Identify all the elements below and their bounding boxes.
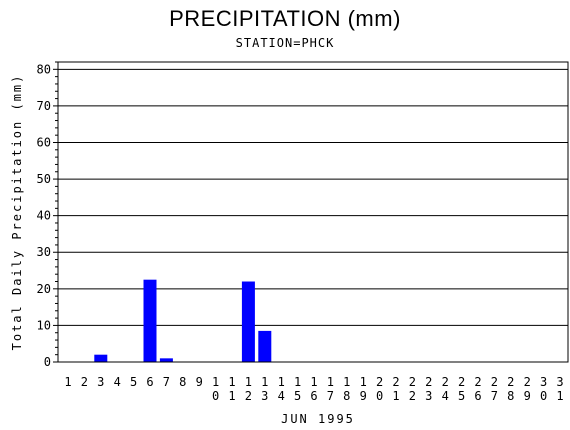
bar-day-3 bbox=[94, 354, 108, 362]
axes bbox=[53, 61, 569, 363]
y-tick-label: 50 bbox=[37, 172, 51, 186]
y-tick-label: 70 bbox=[37, 99, 51, 113]
y-tick-labels: 0 10 20 30 40 50 60 70 80 bbox=[37, 62, 51, 369]
x-tick-label: 9 bbox=[196, 375, 203, 389]
x-tick-label: 8 bbox=[179, 375, 186, 389]
y-tick-label: 20 bbox=[37, 282, 51, 296]
x-tick-label: 7 bbox=[163, 375, 170, 389]
y-tick-label: 60 bbox=[37, 135, 51, 149]
bar-day-12 bbox=[241, 281, 255, 362]
x-tick-label: 4 bbox=[114, 375, 121, 389]
x-axis-label: JUN 1995 bbox=[281, 412, 355, 426]
plot-frame bbox=[57, 61, 569, 363]
y-tick-label: 40 bbox=[37, 209, 51, 223]
x-tick-label: 6 bbox=[146, 375, 153, 389]
bar-day-13 bbox=[258, 330, 272, 362]
x-tick-label: 2 bbox=[81, 375, 88, 389]
chart-subtitle: STATION=PHCK bbox=[235, 36, 335, 50]
x-tick-label: 5 bbox=[130, 375, 137, 389]
y-axis-label: Total Daily Precipitation (mm) bbox=[10, 73, 24, 351]
y-tick-label: 80 bbox=[37, 62, 51, 76]
gridlines bbox=[58, 68, 568, 326]
y-tick-label: 0 bbox=[44, 355, 51, 369]
x-tick-label: 1 bbox=[64, 375, 71, 389]
x-tick-label: 3 bbox=[97, 375, 104, 389]
bar-day-6 bbox=[143, 279, 157, 362]
bar-series bbox=[94, 279, 272, 362]
bar-day-7 bbox=[159, 358, 173, 362]
chart-title: PRECIPITATION (mm) bbox=[169, 6, 401, 31]
x-tick-labels: 1 2 3 4 5 6 7 8 9 1 01 11 21 31 41 51 61 71 81 92 02 12 22 32 42… bbox=[64, 375, 563, 403]
y-tick-label: 10 bbox=[37, 318, 51, 332]
y-tick-label: 30 bbox=[37, 245, 51, 259]
